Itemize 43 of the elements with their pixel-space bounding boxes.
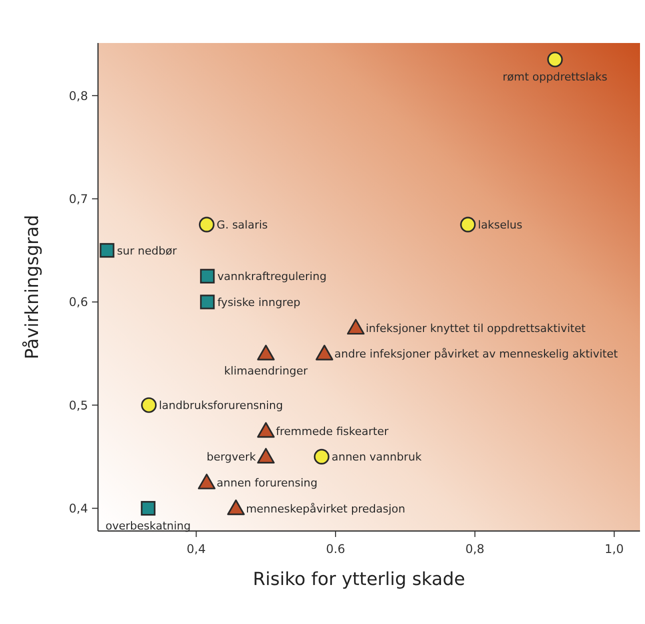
annotation: menneskepåvirket predasjon (246, 502, 406, 516)
point (460, 216, 476, 232)
point (314, 448, 330, 465)
annotation: overbeskatning (106, 519, 191, 532)
annotation: lakselus (478, 218, 523, 232)
annotation: annen vannbruk (332, 450, 422, 464)
point (200, 294, 215, 310)
x-tick-label: 0,8 (465, 542, 484, 556)
x-axis-title: Risiko for ytterlig skade (252, 569, 466, 590)
point (547, 52, 563, 68)
annotation: fysiske inngrep (217, 296, 300, 309)
annotation: landbruksforurensning (158, 399, 284, 412)
point (141, 397, 157, 413)
point (257, 344, 275, 360)
point (316, 344, 334, 360)
x-tick-label: 0,4 (186, 542, 206, 556)
annotation: rømt oppdrettslaks (502, 70, 608, 84)
point (346, 318, 365, 335)
annotation: klimaendringer (224, 364, 308, 378)
annotation: sur nedbør (117, 244, 178, 258)
y-tick-label: 0,5 (68, 398, 88, 412)
y-tick-label: 0,4 (68, 502, 88, 516)
annotation: vannkraftregulering (217, 270, 327, 284)
annotation: andre infeksjoner påvirket av menneskelig aktivitet (334, 348, 618, 361)
point (227, 500, 245, 516)
annotation: fremmede fiskearter (276, 424, 390, 438)
annotation: annen forurensing (216, 476, 318, 490)
point (198, 474, 216, 490)
y-axis-title: Påvirkningsgrad (22, 214, 43, 360)
x-tick-label: 0.6 (326, 542, 346, 556)
y-tick-label: 0,6 (68, 295, 88, 310)
x-tick-label: 1,0 (604, 542, 624, 556)
y-tick-label: 0,8 (68, 88, 88, 103)
point (257, 422, 275, 438)
annotation: infeksjoner knyttet til oppdrettsaktivitet (366, 322, 586, 335)
y-tick-label: 0,7 (68, 192, 88, 206)
point (200, 268, 215, 284)
annotation: bergverk (206, 450, 257, 464)
point (140, 501, 156, 516)
point (257, 448, 275, 464)
point (100, 243, 114, 258)
point (198, 216, 214, 232)
annotation: G. salaris (216, 218, 268, 232)
